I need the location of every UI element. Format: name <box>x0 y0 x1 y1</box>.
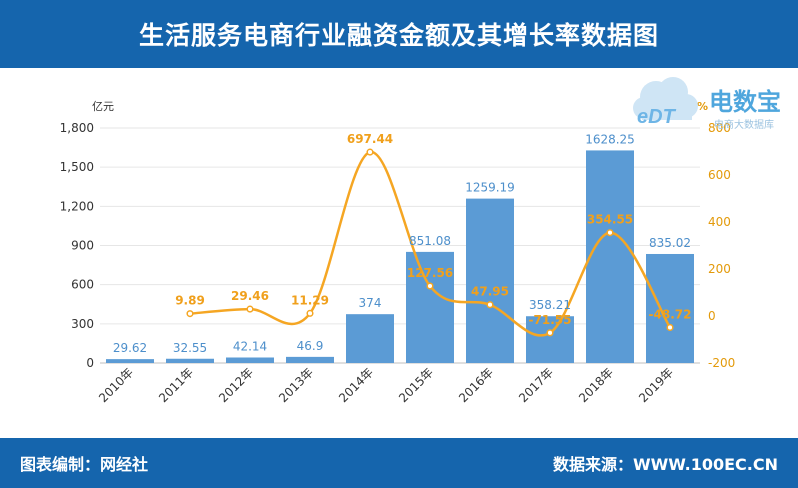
line-point <box>306 309 314 317</box>
logo-badge: eDT <box>637 106 677 128</box>
line-value-label: 697.44 <box>347 132 393 146</box>
line-value-label: 29.46 <box>231 289 269 303</box>
line-point <box>486 301 494 309</box>
y-left-tick-label: 900 <box>71 239 94 253</box>
bar-value-label: 835.02 <box>649 236 691 250</box>
combo-chart: 29.62 32.55 42.14 46.9 374 851.08 1259.19 358.2… <box>60 100 736 405</box>
bar <box>526 316 574 363</box>
line-point <box>246 305 254 313</box>
bar-value-label: 42.14 <box>233 339 267 353</box>
footer-source: 数据来源：WWW.100EC.CN <box>552 455 778 474</box>
bar <box>166 358 214 363</box>
line-point <box>426 282 434 290</box>
y-left-tick-label: 600 <box>71 278 94 292</box>
line-value-label: -48.72 <box>649 307 692 321</box>
bar <box>646 253 694 363</box>
bar-value-label: 46.9 <box>297 339 324 353</box>
title-banner: 生活服务电商行业融资金额及其增长率数据图 <box>0 0 798 68</box>
bar <box>586 150 634 363</box>
x-tick-label: 2017年 <box>516 365 556 405</box>
line-value-label: 354.55 <box>587 213 633 227</box>
y-left-tick-label: 1,500 <box>60 160 94 174</box>
line-value-label: 127.56 <box>407 266 453 280</box>
bar <box>106 359 154 363</box>
line-point <box>606 229 614 237</box>
bar <box>406 251 454 363</box>
y-left-tick-label: 1,200 <box>60 199 94 213</box>
y-right-tick-label: 0 <box>708 309 716 323</box>
right-axis-unit: % <box>697 100 708 113</box>
y-right-tick-label: 800 <box>708 121 731 135</box>
line-value-label: 9.89 <box>175 294 205 308</box>
left-axis-unit: 亿元 <box>92 100 114 113</box>
bar <box>226 357 274 363</box>
y-right-tick-label: -200 <box>708 356 735 370</box>
y-left-tick-label: 1,800 <box>60 121 94 135</box>
y-left-tick-label: 0 <box>86 356 94 370</box>
bar <box>466 198 514 363</box>
bar-value-label: 1259.19 <box>465 181 515 195</box>
line-value-label: -71.55 <box>529 313 572 327</box>
logo-text: 电数宝 <box>709 88 781 116</box>
bar-value-label: 374 <box>359 296 382 310</box>
line-value-label: 47.95 <box>471 285 509 299</box>
x-tick-label: 2019年 <box>636 365 676 405</box>
bar-value-label: 358.21 <box>529 298 571 312</box>
bar <box>286 356 334 363</box>
x-tick-label: 2018年 <box>576 365 616 405</box>
y-right-tick-label: 600 <box>708 168 731 182</box>
bar-value-label: 1628.25 <box>585 132 635 146</box>
line-value-label: 11.29 <box>291 293 329 307</box>
logo: eDT 电数宝 电商大数据库 <box>628 72 793 134</box>
footer-credit: 图表编制：网经社 <box>20 455 149 474</box>
line-point <box>666 323 674 331</box>
x-tick-label: 2013年 <box>276 365 316 405</box>
y-right-tick-label: 200 <box>708 262 731 276</box>
x-tick-label: 2015年 <box>396 365 436 405</box>
x-tick-label: 2012年 <box>216 365 256 405</box>
line-point <box>546 329 554 337</box>
line-point <box>186 310 194 318</box>
bar-value-label: 29.62 <box>113 341 147 355</box>
footer-bar: 图表编制：网经社 数据来源：WWW.100EC.CN <box>0 438 798 488</box>
logo-subtext: 电商大数据库 <box>714 120 774 131</box>
line-point <box>366 148 374 156</box>
x-tick-label: 2014年 <box>336 365 376 405</box>
y-right-tick-label: 400 <box>708 215 731 229</box>
cloud-logo-icon: eDT <box>633 77 698 128</box>
x-tick-label: 2016年 <box>456 365 496 405</box>
x-tick-label: 2011年 <box>156 365 196 405</box>
x-tick-label: 2010年 <box>96 365 136 405</box>
bar-value-label: 32.55 <box>173 341 207 355</box>
bar-value-label: 851.08 <box>409 234 451 248</box>
y-left-tick-label: 300 <box>71 317 94 331</box>
chart-title: 生活服务电商行业融资金额及其增长率数据图 <box>138 21 659 50</box>
bar <box>346 314 394 363</box>
